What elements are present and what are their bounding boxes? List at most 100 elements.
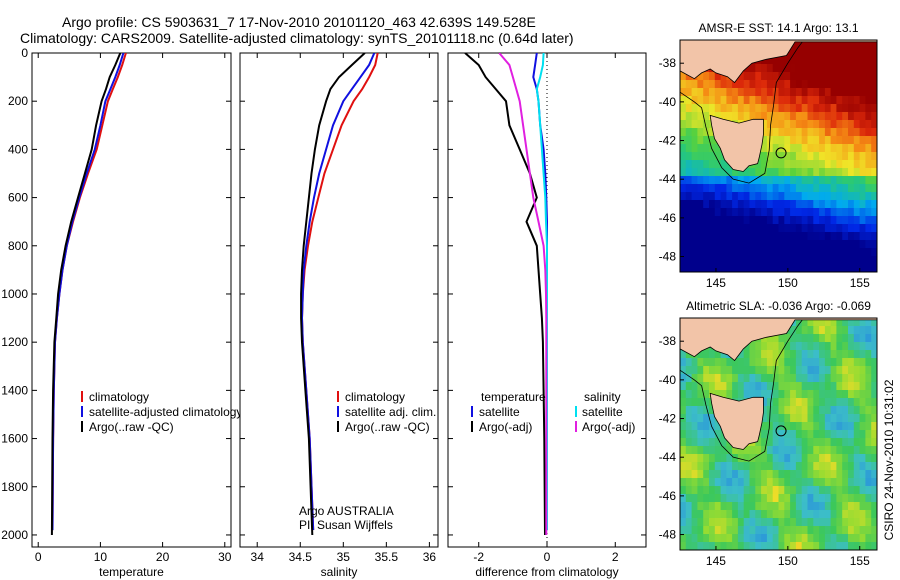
- map-cell: [720, 248, 727, 257]
- map-cell: [755, 350, 762, 359]
- map-cell: [790, 160, 797, 169]
- map-cell: [691, 200, 698, 209]
- map-cell: [795, 502, 803, 511]
- map-cell: [813, 406, 820, 415]
- map-cell: [743, 358, 751, 367]
- map-cell: [795, 40, 803, 49]
- map-cell: [766, 96, 774, 105]
- map-cell: [865, 494, 872, 503]
- map-cell: [749, 350, 756, 359]
- map-cell: [685, 502, 693, 511]
- series-line-temperature-2: [50, 53, 122, 536]
- map-cell: [871, 454, 877, 463]
- map-cell: [680, 216, 687, 225]
- map-cell: [703, 510, 710, 519]
- map-cell: [807, 494, 814, 503]
- map-cell: [784, 438, 791, 447]
- map-cell: [865, 56, 872, 65]
- map-cell: [714, 462, 722, 471]
- map-cell: [761, 526, 768, 535]
- map-cell: [697, 486, 704, 495]
- map-cell: [726, 486, 733, 495]
- map-cell: [830, 104, 837, 113]
- map-cell: [871, 542, 877, 550]
- map-cell: [691, 382, 698, 391]
- map-cell: [685, 454, 693, 463]
- map-cell: [813, 502, 820, 511]
- map-cell: [871, 152, 877, 161]
- map-cell: [778, 128, 785, 137]
- map-cell: [819, 374, 826, 383]
- map-cell: [819, 224, 826, 233]
- map-cell: [836, 184, 843, 193]
- map-cell: [680, 112, 687, 121]
- map-cell: [807, 88, 814, 97]
- map-cell: [795, 518, 803, 527]
- map-cell: [766, 342, 774, 351]
- map-cell: [726, 534, 733, 543]
- map-cell: [743, 112, 751, 121]
- map-cell: [836, 454, 843, 463]
- map-cell: [766, 184, 774, 193]
- map-cell: [749, 64, 756, 73]
- map-cell: [784, 120, 791, 129]
- map-cell: [807, 510, 814, 519]
- map-cell: [766, 104, 774, 113]
- map-cell: [871, 176, 877, 185]
- map-cell: [865, 120, 872, 129]
- map-cell: [795, 374, 803, 383]
- map-cell: [697, 96, 704, 105]
- map-cell: [848, 40, 855, 49]
- map-cell: [819, 72, 826, 81]
- map-cell: [685, 518, 693, 527]
- map-cell: [726, 240, 733, 249]
- map-cell: [766, 510, 774, 519]
- map-cell: [830, 334, 837, 343]
- map-cell: [755, 96, 762, 105]
- map-cell: [784, 342, 791, 351]
- map-cell: [795, 232, 803, 241]
- map-cell: [801, 406, 809, 415]
- map-cell: [865, 406, 872, 415]
- map-cell: [819, 152, 826, 161]
- map-y-tick-label: -44: [659, 172, 677, 186]
- map-cell: [801, 160, 809, 169]
- map-cell: [813, 136, 820, 145]
- map-cell: [853, 454, 861, 463]
- map-cell: [778, 342, 785, 351]
- y-tick-label-depth: 1600: [1, 432, 28, 446]
- map-cell: [726, 216, 733, 225]
- map-cell: [871, 350, 877, 359]
- map-cell: [790, 382, 797, 391]
- map-cell: [830, 534, 837, 543]
- map-cell: [807, 486, 814, 495]
- map-cell: [830, 232, 837, 241]
- map-cell: [703, 534, 710, 543]
- map-cell: [790, 112, 797, 121]
- map-cell: [680, 96, 687, 105]
- map-cell: [807, 144, 814, 153]
- map-cell: [709, 176, 716, 185]
- map-cell: [807, 342, 814, 351]
- map-cell: [772, 454, 780, 463]
- map-cell: [865, 40, 872, 49]
- map-cell: [766, 176, 774, 185]
- map-cell: [859, 80, 866, 89]
- map-cell: [749, 232, 756, 241]
- map-cell: [691, 232, 698, 241]
- map-cell: [784, 534, 791, 543]
- map-cell: [865, 462, 872, 471]
- map-cell: [790, 120, 797, 129]
- map-cell: [714, 518, 722, 527]
- map-cell: [836, 144, 843, 153]
- map-cell: [807, 318, 814, 327]
- map-cell: [732, 454, 739, 463]
- map-cell: [703, 350, 710, 359]
- map-cell: [830, 414, 837, 423]
- map-cell: [784, 526, 791, 535]
- map-y-tick-label: -46: [659, 489, 677, 503]
- map-cell: [720, 240, 727, 249]
- map-cell: [697, 248, 704, 257]
- map-cell: [766, 446, 774, 455]
- map-cell: [680, 518, 687, 527]
